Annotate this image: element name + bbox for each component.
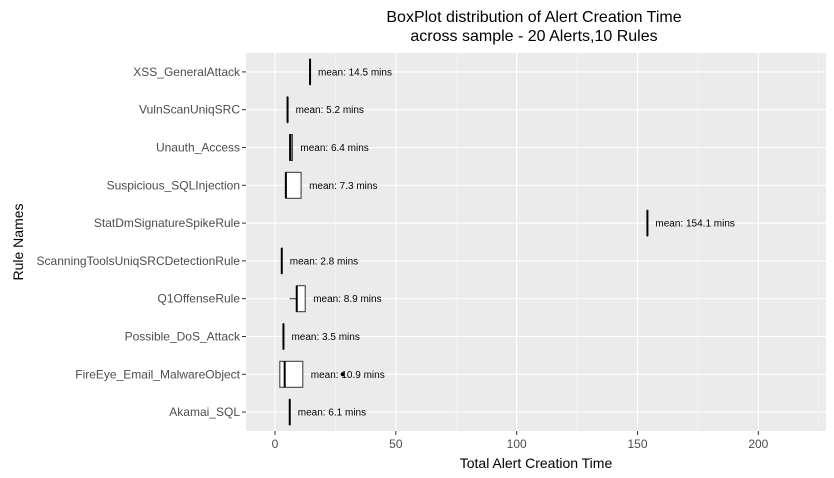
mean-label: mean: 154.1 mins xyxy=(655,219,735,230)
y-tick-label: VulnScanUniqSRC xyxy=(139,103,240,117)
x-tick-label: 100 xyxy=(507,437,527,451)
box-FireEye_Email_MalwareObject: mean: 10.9 mins xyxy=(279,360,385,388)
box-Suspicious_SQLInjection: mean: 7.3 mins xyxy=(284,171,377,199)
box-Akamai_SQL: mean: 6.1 mins xyxy=(288,398,366,426)
box-Q1OffenseRule: mean: 8.9 mins xyxy=(289,285,382,313)
box-VulnScanUniqSRC: mean: 5.2 mins xyxy=(286,96,364,124)
plot-panel xyxy=(246,53,826,431)
mean-label: mean: 6.1 mins xyxy=(298,408,366,419)
mean-label: mean: 5.2 mins xyxy=(296,105,364,116)
mean-label: mean: 10.9 mins xyxy=(311,370,385,381)
chart-title-line2: across sample - 20 Alerts,10 Rules xyxy=(410,28,657,45)
x-axis-label: Total Alert Creation Time xyxy=(460,455,613,471)
box-iqr xyxy=(279,360,304,388)
mean-label: mean: 8.9 mins xyxy=(313,294,381,305)
mean-label: mean: 3.5 mins xyxy=(291,332,359,343)
box-group: mean: 14.5 mins mean: 5.2 mins mean: 6.4 m… xyxy=(279,58,735,426)
y-axis-ticks: XSS_GeneralAttack VulnScanUniqSRC Unauth_A… xyxy=(37,65,246,419)
mean-label: mean: 14.5 mins xyxy=(318,67,392,78)
y-tick-label: Suspicious_SQLInjection xyxy=(107,178,240,192)
box-Unauth_Access: mean: 6.4 mins xyxy=(289,134,369,161)
y-tick-label: StatDmSignatureSpikeRule xyxy=(94,216,240,230)
box-StatDmSignatureSpikeRule: mean: 154.1 mins xyxy=(646,209,735,237)
outlier-point xyxy=(340,372,345,377)
y-tick-label: XSS_GeneralAttack xyxy=(133,65,241,79)
box-Possible_DoS_Attack: mean: 3.5 mins xyxy=(282,323,360,350)
x-axis-ticks: 0 50 100 150 200 xyxy=(272,431,769,451)
mean-label: mean: 2.8 mins xyxy=(290,256,358,267)
box-ScanningToolsUniqSRCDetectionRule: mean: 2.8 mins xyxy=(280,247,358,275)
x-tick-label: 0 xyxy=(272,437,279,451)
chart-title-line1: BoxPlot distribution of Alert Creation T… xyxy=(386,9,681,26)
y-tick-label: ScanningToolsUniqSRCDetectionRule xyxy=(37,254,241,268)
y-tick-label: FireEye_Email_MalwareObject xyxy=(75,367,240,381)
x-tick-label: 200 xyxy=(748,437,768,451)
mean-label: mean: 6.4 mins xyxy=(300,143,368,154)
box-iqr xyxy=(285,171,302,199)
x-tick-label: 150 xyxy=(627,437,647,451)
box-XSS_GeneralAttack: mean: 14.5 mins xyxy=(309,58,392,86)
y-tick-label: Unauth_Access xyxy=(156,141,240,155)
y-tick-label: Possible_DoS_Attack xyxy=(125,330,241,344)
y-tick-label: Akamai_SQL xyxy=(169,405,240,419)
x-tick-label: 50 xyxy=(389,437,403,451)
y-tick-label: Q1OffenseRule xyxy=(158,292,241,306)
mean-label: mean: 7.3 mins xyxy=(309,181,377,192)
grid-lines xyxy=(246,53,826,431)
box-iqr xyxy=(296,285,306,313)
y-axis-label: Rule Names xyxy=(10,203,26,280)
